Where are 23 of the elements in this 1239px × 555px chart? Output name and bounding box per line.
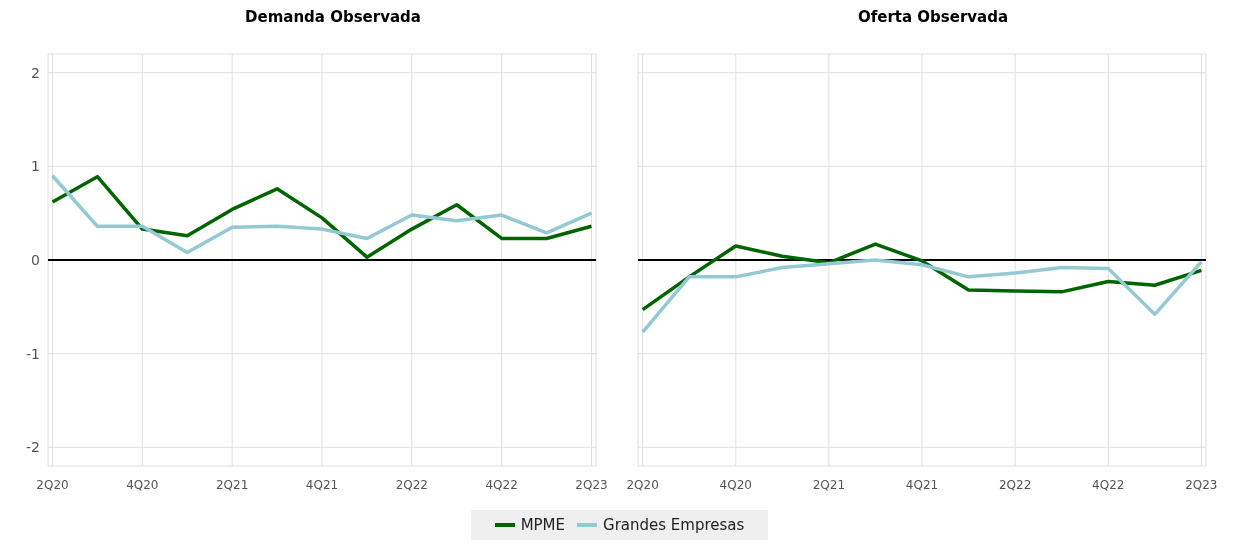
x-tick-label: 4Q21 xyxy=(305,477,339,492)
x-tick-label: 2Q21 xyxy=(812,477,846,492)
x-tick-label: 2Q20 xyxy=(36,477,69,492)
x-tick-label: 2Q23 xyxy=(1185,477,1218,492)
x-tick-label: 4Q22 xyxy=(485,477,518,492)
y-tick-label: -1 xyxy=(26,345,40,362)
y-tick-label: -2 xyxy=(26,439,40,456)
legend-label: Grandes Empresas xyxy=(602,516,745,534)
chart-title: Demanda Observada xyxy=(244,8,422,28)
x-tick-label: 2Q20 xyxy=(626,477,659,492)
x-tick-label: 4Q20 xyxy=(126,477,159,492)
y-tick-label: 0 xyxy=(31,251,40,268)
chart-title: Oferta Observada xyxy=(856,8,1010,28)
x-tick-label: 4Q22 xyxy=(1092,477,1125,492)
x-tick-label: 2Q22 xyxy=(998,477,1032,492)
x-tick-label: 4Q20 xyxy=(719,477,752,492)
y-tick-label: 2 xyxy=(31,64,40,81)
legend-label: MPME xyxy=(519,516,566,534)
y-tick-label: 1 xyxy=(31,158,40,175)
x-tick-label: 2Q23 xyxy=(575,477,608,492)
x-tick-label: 4Q21 xyxy=(905,477,939,492)
x-tick-label: 2Q22 xyxy=(395,477,429,492)
x-tick-label: 2Q21 xyxy=(215,477,249,492)
